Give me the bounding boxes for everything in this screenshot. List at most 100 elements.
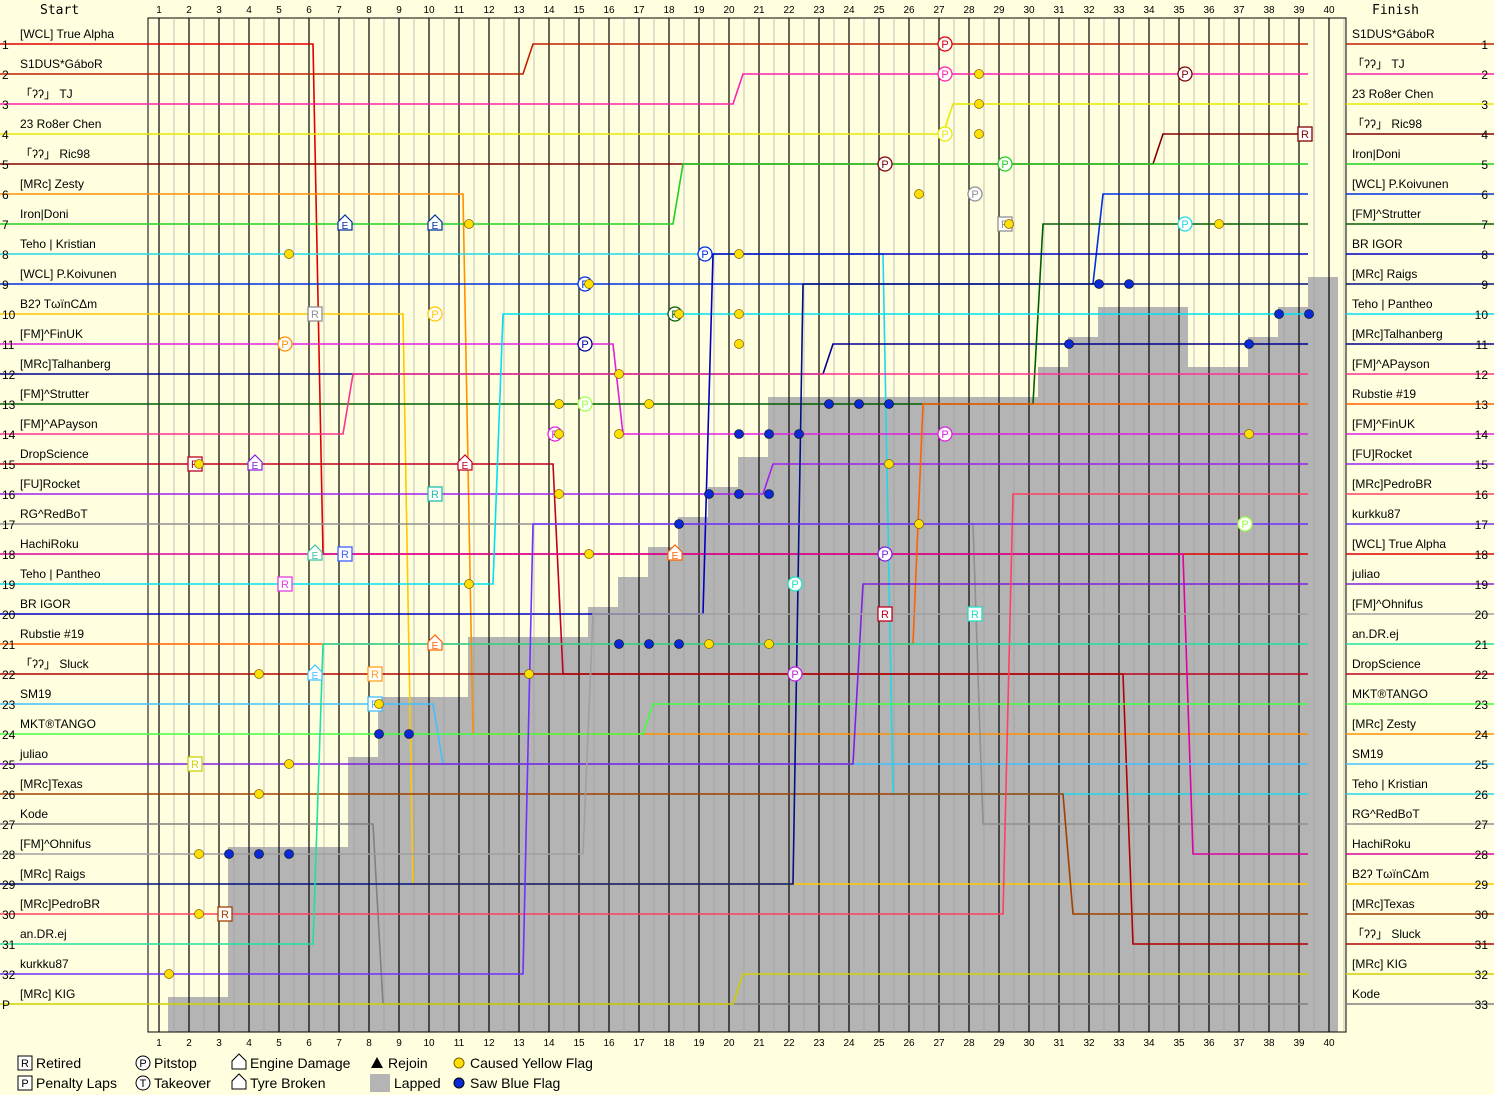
start-driver-label: Teho | Kristian bbox=[20, 237, 96, 251]
retired-marker-letter: R bbox=[971, 609, 979, 621]
retired-marker bbox=[877, 606, 893, 622]
lap-tick-label: 14 bbox=[543, 5, 555, 16]
legend-label: Takeover bbox=[154, 1075, 211, 1091]
finish-position-number: 16 bbox=[1475, 488, 1489, 502]
lap-tick-label: 21 bbox=[753, 1038, 765, 1049]
pitstop-marker bbox=[697, 246, 713, 262]
retired-marker bbox=[307, 306, 323, 322]
yellow-flag-dot bbox=[674, 309, 684, 319]
lapped-block bbox=[798, 397, 828, 1032]
engine-damage-marker-letter: E bbox=[432, 221, 439, 232]
pitstop-marker-letter: P bbox=[1181, 219, 1188, 231]
finish-driver-label: B2ʔ TωïnCΔm bbox=[1352, 867, 1429, 881]
lap-tick-label: 25 bbox=[873, 5, 885, 16]
lap-tick-label: 20 bbox=[723, 5, 735, 16]
lap-tick-label: 12 bbox=[483, 1038, 495, 1049]
yellow-flag-dot bbox=[764, 639, 774, 649]
legend-label: Penalty Laps bbox=[36, 1075, 117, 1091]
lap-tick-label: 39 bbox=[1293, 5, 1305, 16]
yellow-flag-dot bbox=[284, 249, 294, 259]
finish-position-number: 2 bbox=[1481, 68, 1488, 82]
start-driver-label: RG^RedBoT bbox=[20, 507, 88, 521]
lap-tick-label: 34 bbox=[1143, 1038, 1155, 1049]
start-driver-label: an.DR.ej bbox=[20, 927, 67, 941]
engine-damage-marker-letter: E bbox=[312, 551, 319, 562]
legend-label: Rejoin bbox=[388, 1055, 428, 1071]
lap-tick-label: 35 bbox=[1173, 1038, 1185, 1049]
lap-tick-label: 36 bbox=[1203, 5, 1215, 16]
blue-flag-dot bbox=[1244, 339, 1254, 349]
finish-driver-label: Rubstie #19 bbox=[1352, 387, 1416, 401]
lap-tick-label: 30 bbox=[1023, 1038, 1035, 1049]
start-position-number: 25 bbox=[2, 758, 16, 772]
lapped-block bbox=[168, 997, 198, 1032]
finish-header: Finish bbox=[1372, 3, 1419, 18]
start-position-number: 31 bbox=[2, 938, 16, 952]
driver-line bbox=[148, 313, 1308, 885]
lap-tick-label: 37 bbox=[1233, 5, 1245, 16]
yellow-flag-dot bbox=[614, 429, 624, 439]
driver-line bbox=[148, 373, 1308, 435]
legend-label: Pitstop bbox=[154, 1055, 197, 1071]
pitstop-marker bbox=[1237, 516, 1253, 532]
yellow-flag-dot bbox=[524, 669, 534, 679]
lapped-block bbox=[978, 397, 1008, 1032]
yellow-flag-dot bbox=[554, 429, 564, 439]
legend-label: Retired bbox=[36, 1055, 81, 1071]
start-position-number: 28 bbox=[2, 848, 16, 862]
lap-tick-label: 37 bbox=[1233, 1038, 1245, 1049]
retired-marker bbox=[367, 666, 383, 682]
finish-driver-label: 「ʔʔ」 Sluck bbox=[1352, 927, 1422, 941]
finish-position-number: 1 bbox=[1481, 38, 1488, 52]
lap-tick-label: 40 bbox=[1323, 5, 1335, 16]
start-position-number: 21 bbox=[2, 638, 16, 652]
start-driver-label: [FM]^Strutter bbox=[20, 387, 89, 401]
finish-position-number: 19 bbox=[1475, 578, 1489, 592]
lapped-block bbox=[588, 607, 618, 1032]
blue-flag-dot bbox=[824, 399, 834, 409]
start-driver-label: [MRc] KIG bbox=[20, 987, 75, 1001]
finish-position-number: 9 bbox=[1481, 278, 1488, 292]
lap-tick-label: 27 bbox=[933, 5, 945, 16]
pitstop-marker-letter: P bbox=[701, 249, 708, 261]
retired-marker bbox=[277, 576, 293, 592]
lapped-block bbox=[648, 547, 678, 1032]
lap-tick-label: 19 bbox=[693, 1038, 705, 1049]
finish-driver-label: Iron|Doni bbox=[1352, 147, 1400, 161]
lap-tick-label: 10 bbox=[423, 5, 435, 16]
blue-flag-dot bbox=[224, 849, 234, 859]
lap-tick-label: 14 bbox=[543, 1038, 555, 1049]
finish-driver-label: S1DUS*GáboR bbox=[1352, 27, 1435, 41]
blue-flag-dot bbox=[254, 849, 264, 859]
pitstop-marker-letter: P bbox=[1181, 69, 1188, 81]
lap-tick-label: 9 bbox=[396, 1038, 402, 1049]
engine-damage-marker-letter: E bbox=[252, 461, 259, 472]
lap-tick-label: 17 bbox=[633, 5, 645, 16]
lap-tick-label: 31 bbox=[1053, 5, 1065, 16]
lap-tick-label: 39 bbox=[1293, 1038, 1305, 1049]
legend-symbol-letter: P bbox=[139, 1058, 146, 1070]
start-driver-label: [FM]^Ohnifus bbox=[20, 837, 91, 851]
pitstop-marker bbox=[967, 186, 983, 202]
start-position-number: P bbox=[2, 998, 10, 1012]
yellow-flag-dot bbox=[194, 459, 204, 469]
yellow-flag-dot bbox=[194, 849, 204, 859]
start-position-number: 29 bbox=[2, 878, 16, 892]
pitstop-marker bbox=[937, 126, 953, 142]
lap-tick-label: 28 bbox=[963, 1038, 975, 1049]
pitstop-marker bbox=[937, 66, 953, 82]
lap-tick-label: 7 bbox=[336, 5, 342, 16]
lap-tick-label: 11 bbox=[454, 5, 465, 16]
legend: R Retired P Pitstop Engine Damage Rejoin Cause… bbox=[17, 1053, 593, 1092]
blue-flag-dot bbox=[884, 399, 894, 409]
lap-tick-label: 30 bbox=[1023, 5, 1035, 16]
start-position-number: 18 bbox=[2, 548, 16, 562]
engine-damage-marker-letter: E bbox=[342, 221, 349, 232]
legend-symbol bbox=[371, 1057, 383, 1068]
lapped-block bbox=[228, 847, 258, 1032]
pitstop-marker-letter: P bbox=[581, 339, 588, 351]
legend-symbol bbox=[17, 1055, 33, 1071]
lapped-block bbox=[1308, 277, 1338, 1032]
retired-marker bbox=[337, 546, 353, 562]
finish-position-number: 7 bbox=[1481, 218, 1488, 232]
